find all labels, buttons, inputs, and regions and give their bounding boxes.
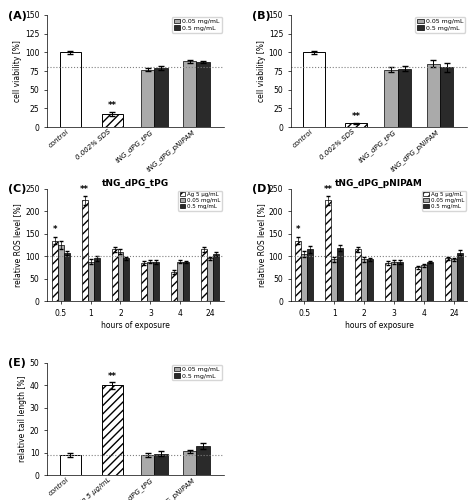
Bar bbox=[391, 262, 397, 301]
Y-axis label: cell viability [%]: cell viability [%] bbox=[257, 40, 266, 102]
Text: (B): (B) bbox=[252, 10, 270, 20]
Bar bbox=[213, 254, 219, 301]
Bar bbox=[415, 268, 421, 301]
Y-axis label: relative tail length [%]: relative tail length [%] bbox=[18, 376, 27, 462]
Bar bbox=[355, 250, 361, 301]
X-axis label: hours of exposure: hours of exposure bbox=[345, 320, 413, 330]
Bar bbox=[183, 262, 189, 301]
Text: (A): (A) bbox=[8, 10, 27, 20]
Bar bbox=[142, 263, 147, 301]
Bar bbox=[427, 262, 433, 301]
Text: *: * bbox=[296, 225, 301, 234]
Bar bbox=[111, 250, 118, 301]
Bar bbox=[101, 385, 123, 475]
Bar bbox=[361, 260, 367, 301]
Bar bbox=[64, 253, 70, 301]
Y-axis label: cell viability [%]: cell viability [%] bbox=[13, 40, 22, 102]
Bar bbox=[440, 68, 454, 127]
Title: tNG_dPG_tPG: tNG_dPG_tPG bbox=[102, 179, 169, 188]
Legend: 0.05 mg/mL, 0.5 mg/mL: 0.05 mg/mL, 0.5 mg/mL bbox=[172, 17, 222, 32]
Y-axis label: relative ROS level [%]: relative ROS level [%] bbox=[13, 203, 22, 287]
Legend: 0.05 mg/mL, 0.5 mg/mL: 0.05 mg/mL, 0.5 mg/mL bbox=[415, 17, 465, 32]
Legend: Ag 5 μg/mL, 0.05 mg/mL, 0.5 mg/mL: Ag 5 μg/mL, 0.05 mg/mL, 0.5 mg/mL bbox=[421, 190, 465, 210]
Bar bbox=[367, 260, 373, 301]
Bar bbox=[88, 262, 93, 301]
Bar bbox=[385, 263, 391, 301]
Bar bbox=[207, 258, 213, 301]
Bar bbox=[201, 250, 207, 301]
Bar bbox=[154, 454, 168, 475]
Bar bbox=[451, 260, 457, 301]
Bar bbox=[196, 62, 210, 127]
Bar bbox=[303, 52, 325, 127]
Bar bbox=[101, 114, 123, 127]
Bar bbox=[154, 68, 168, 127]
Bar bbox=[337, 248, 343, 301]
Text: *: * bbox=[52, 225, 57, 234]
Bar bbox=[118, 252, 124, 301]
Bar bbox=[421, 265, 427, 301]
Bar bbox=[141, 455, 154, 475]
X-axis label: hours of exposure: hours of exposure bbox=[101, 320, 170, 330]
Bar bbox=[141, 70, 154, 127]
Bar bbox=[345, 124, 367, 127]
Bar bbox=[171, 272, 177, 301]
Text: **: ** bbox=[324, 185, 333, 194]
Bar bbox=[427, 64, 440, 127]
Text: (E): (E) bbox=[8, 358, 26, 368]
Bar bbox=[295, 240, 301, 301]
Bar bbox=[82, 200, 88, 301]
Bar bbox=[385, 70, 398, 127]
Bar bbox=[59, 52, 81, 127]
Bar bbox=[93, 258, 100, 301]
Title: tNG_dPG_pNIPAM: tNG_dPG_pNIPAM bbox=[335, 179, 423, 188]
Bar bbox=[147, 262, 153, 301]
Text: **: ** bbox=[108, 102, 117, 110]
Text: (C): (C) bbox=[8, 184, 27, 194]
Text: **: ** bbox=[108, 372, 117, 381]
Bar bbox=[445, 258, 451, 301]
Bar bbox=[196, 446, 210, 475]
Bar bbox=[59, 455, 81, 475]
Bar bbox=[301, 254, 307, 301]
Bar bbox=[398, 69, 412, 127]
Bar bbox=[58, 245, 64, 301]
Bar bbox=[177, 262, 183, 301]
Bar bbox=[307, 250, 313, 301]
Text: **: ** bbox=[352, 112, 361, 121]
Bar bbox=[183, 62, 196, 127]
Bar bbox=[397, 262, 403, 301]
Bar bbox=[331, 260, 337, 301]
Legend: Ag 5 μg/mL, 0.05 mg/mL, 0.5 mg/mL: Ag 5 μg/mL, 0.05 mg/mL, 0.5 mg/mL bbox=[178, 190, 222, 210]
Bar bbox=[124, 258, 129, 301]
Bar bbox=[325, 200, 331, 301]
Bar bbox=[183, 452, 196, 475]
Text: **: ** bbox=[80, 185, 89, 194]
Bar bbox=[457, 252, 463, 301]
Text: (D): (D) bbox=[252, 184, 271, 194]
Bar bbox=[52, 240, 58, 301]
Bar bbox=[153, 262, 160, 301]
Y-axis label: relative ROS level [%]: relative ROS level [%] bbox=[257, 203, 266, 287]
Legend: 0.05 mg/mL, 0.5 mg/mL: 0.05 mg/mL, 0.5 mg/mL bbox=[172, 364, 222, 380]
